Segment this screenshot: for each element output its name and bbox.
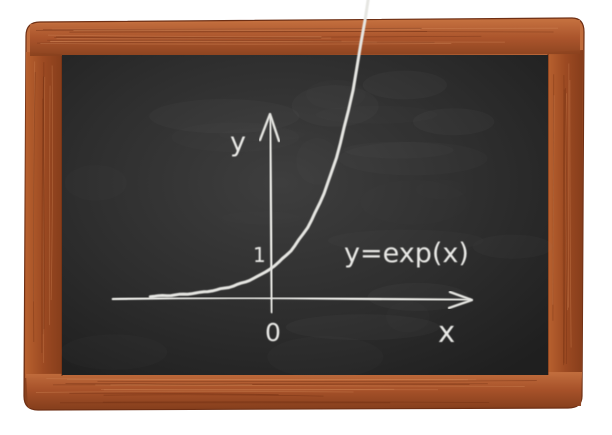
y-tick-label: 1 [253,243,266,267]
chalk-smudge [296,138,339,185]
chalk-smudge [61,334,168,369]
chalk-smudge [221,211,301,224]
chalk-smudge [286,314,440,340]
y-axis-label: y [230,127,246,158]
chalk-smudge [267,336,383,378]
chalk-smudge [149,99,299,133]
chalk-smudge [363,71,447,100]
equation-label: y=exp(x) [344,238,469,269]
chalk-smudge [65,165,127,201]
x-axis-label: x [438,315,455,349]
chalk-smudge [343,142,453,159]
chalk-smudge [473,235,553,259]
chalk-smudge [416,180,466,200]
chalk-smudge [292,85,379,127]
chalk-smudge [413,108,494,135]
origin-label: 0 [265,318,281,347]
